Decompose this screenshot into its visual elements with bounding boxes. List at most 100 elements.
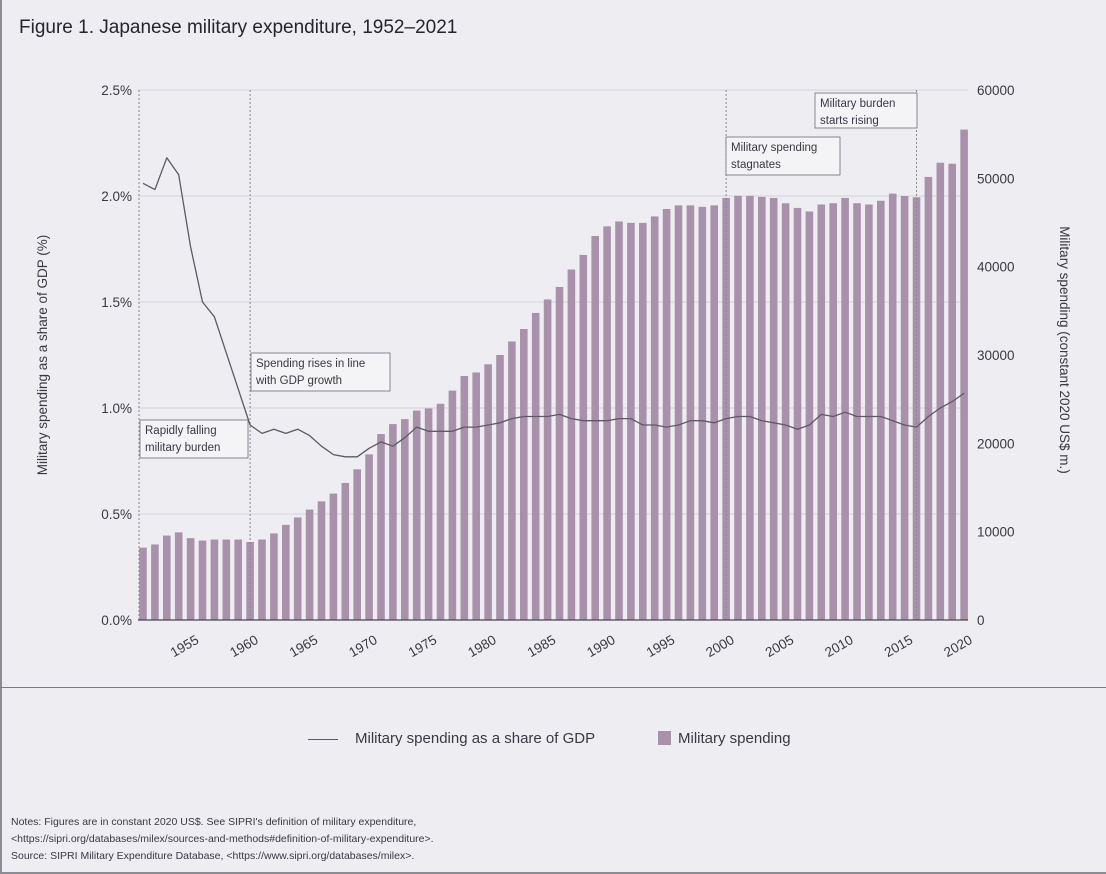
bar	[674, 205, 683, 620]
bar	[710, 205, 718, 620]
bar	[282, 524, 290, 620]
notes-line-3: Source: SIPRI Military Expenditure Datab…	[11, 850, 415, 862]
bar	[567, 269, 576, 620]
x-tick-label: 1990	[584, 632, 618, 660]
annotation-text: stagnates	[731, 159, 781, 171]
bar	[960, 129, 968, 620]
x-tick-label: 2020	[941, 632, 975, 660]
annotation-box	[139, 419, 249, 459]
bar	[305, 509, 314, 620]
bar	[508, 341, 516, 620]
bar	[722, 197, 730, 620]
bar	[793, 207, 802, 621]
right-tick-label: 20000	[977, 436, 1015, 451]
bar	[460, 376, 469, 620]
bar	[662, 208, 671, 621]
bar	[270, 533, 278, 620]
right-axis-label: Military spending (constant 2020 US$ m.)	[1057, 226, 1072, 474]
bar	[912, 197, 921, 620]
bar	[817, 204, 826, 621]
bar	[210, 539, 219, 620]
chart: 0.0% 0.5% 1.0% 1.5% 2.0% 2.5% 0 10000 20000 30000…	[35, 83, 1072, 660]
annotation-text: Military spending	[731, 142, 817, 154]
annotation-text: starts rising	[820, 115, 879, 127]
annotation-text: with GDP growth	[255, 375, 342, 387]
bar	[829, 203, 837, 620]
bar	[151, 544, 159, 620]
bar	[900, 196, 909, 620]
x-tick-label: 1965	[287, 632, 321, 660]
left-tick-label: 0.0%	[101, 613, 132, 628]
notes-line-2: <https://sipri.org/databases/milex/sourc…	[11, 833, 434, 845]
right-tick-label: 30000	[977, 348, 1015, 363]
bar	[520, 329, 528, 620]
bar	[412, 410, 421, 620]
bar	[543, 299, 552, 620]
annotation-text: Military burden	[820, 98, 895, 110]
bar	[639, 222, 647, 620]
bar	[877, 200, 885, 620]
x-tick-label: 1980	[465, 632, 499, 660]
legend: Military spending as a share of GDP Mili…	[0, 729, 1106, 749]
x-tick-label: 1970	[346, 632, 380, 660]
bar	[365, 454, 373, 620]
annotation-box	[725, 136, 841, 176]
x-tick-label: 2000	[703, 632, 737, 660]
bar	[734, 195, 742, 620]
bar	[555, 286, 564, 620]
bar	[948, 163, 956, 620]
bar	[496, 355, 504, 620]
bar	[591, 236, 599, 620]
bar	[758, 196, 766, 620]
bar	[627, 222, 635, 620]
bar	[746, 195, 754, 620]
x-tick-label: 1960	[227, 632, 261, 660]
left-axis-label: Military spending as a share of GDP (%)	[35, 235, 50, 476]
left-tick-label: 1.0%	[101, 401, 132, 416]
bar	[936, 162, 945, 620]
bar	[389, 424, 397, 620]
legend-bar-swatch	[658, 731, 671, 745]
bar	[198, 540, 207, 620]
bar	[472, 372, 480, 620]
bar	[163, 535, 171, 620]
notes-line-1: Notes: Figures are in constant 2020 US$.…	[11, 816, 417, 828]
bar	[924, 176, 933, 621]
left-tick-label: 1.5%	[101, 295, 132, 310]
bar	[888, 193, 897, 621]
bar	[865, 204, 873, 621]
x-tick-label: 2005	[763, 632, 797, 660]
x-tick-label: 2010	[822, 632, 856, 660]
bar	[186, 538, 195, 620]
legend-bar-label: Military spending	[678, 730, 791, 747]
annotation-box	[250, 352, 391, 392]
bar	[579, 254, 588, 620]
right-tick-label: 40000	[977, 260, 1015, 275]
right-tick-label: 50000	[977, 171, 1015, 186]
bar	[293, 517, 302, 620]
x-tick-label: 1995	[644, 632, 678, 660]
annotation-box	[814, 92, 918, 129]
x-tick-label: 2015	[882, 632, 916, 660]
x-tick-label: 1985	[525, 632, 559, 660]
left-tick-label: 2.5%	[101, 83, 132, 98]
bar	[781, 203, 790, 620]
bar	[377, 434, 385, 620]
bar	[686, 205, 695, 620]
bar	[650, 216, 659, 620]
figure-title: Figure 1. Japanese military expenditure,…	[19, 17, 458, 38]
x-tick-label: 1955	[168, 632, 202, 660]
bar	[174, 532, 183, 620]
right-tick-label: 60000	[977, 83, 1015, 98]
annotation-text: Spending rises in line	[256, 358, 365, 370]
bar	[234, 539, 242, 620]
legend-line-swatch	[308, 739, 338, 740]
left-tick-label: 0.5%	[101, 507, 132, 522]
bar	[769, 197, 778, 620]
bar	[317, 501, 326, 620]
bar	[401, 419, 409, 620]
bar	[484, 364, 492, 620]
annotation-text: Rapidly falling	[145, 425, 217, 437]
bar	[698, 206, 707, 621]
